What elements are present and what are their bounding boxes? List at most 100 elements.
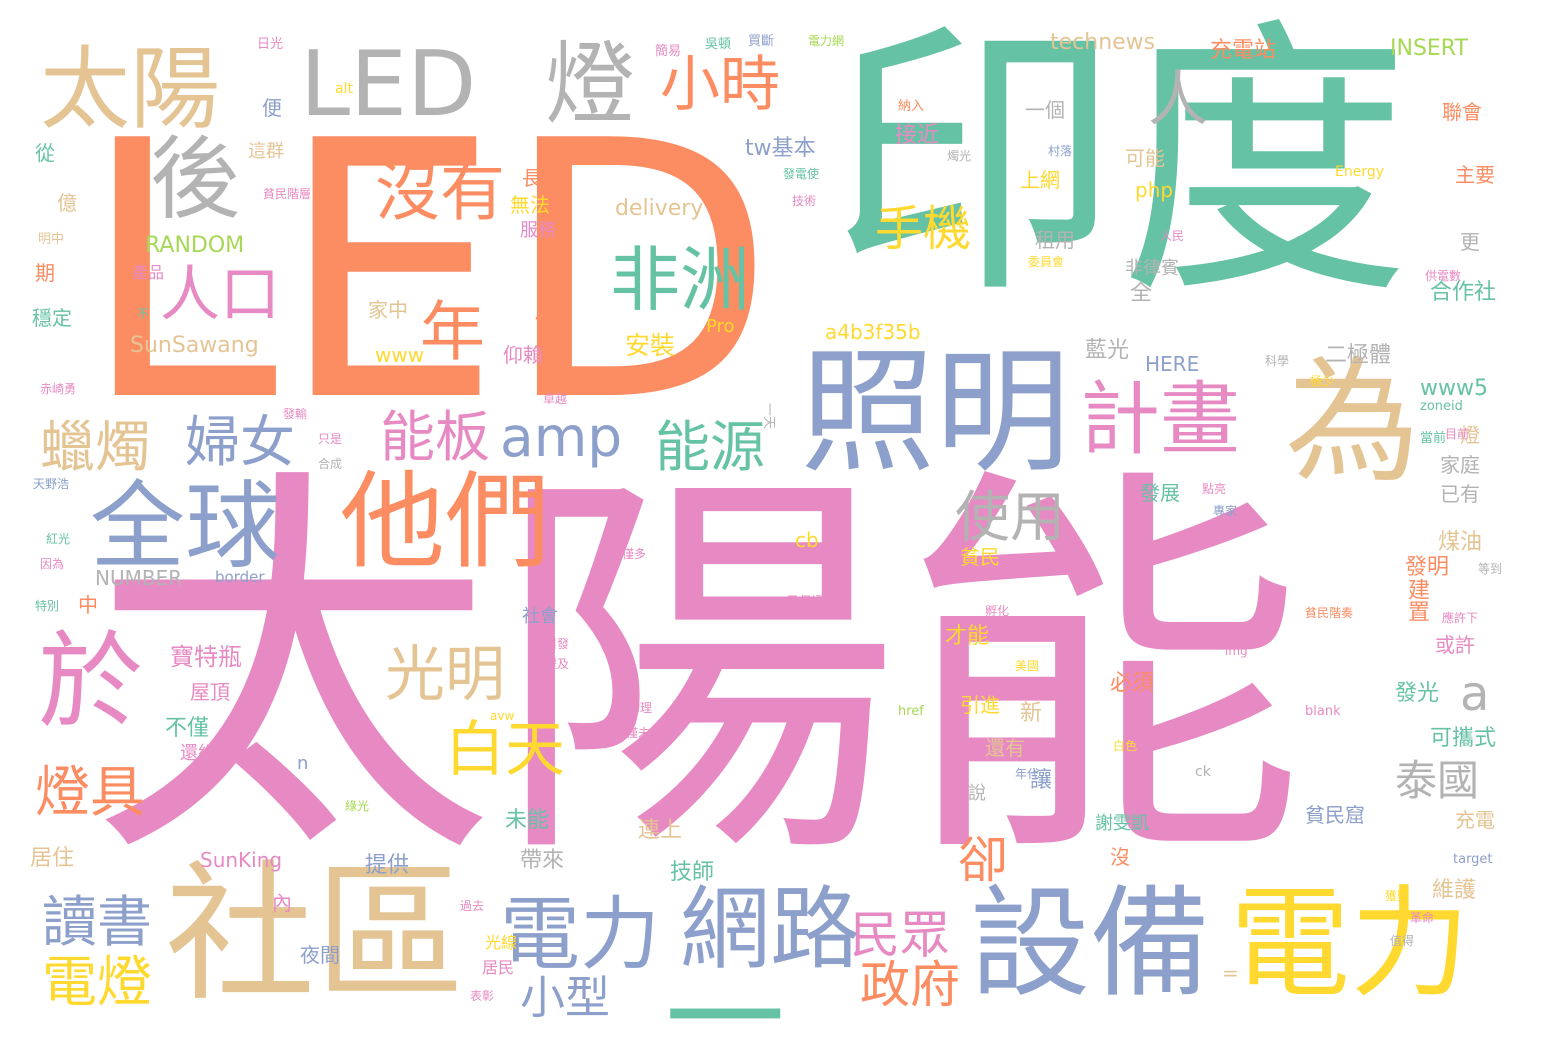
word: 才能 <box>945 624 990 649</box>
word: 燈 <box>1460 423 1480 447</box>
word: LED <box>300 32 477 137</box>
word: 電力網 <box>808 34 845 48</box>
word: 技術 <box>792 194 817 208</box>
word: 明中 <box>38 232 65 247</box>
word: 更 <box>1460 230 1480 254</box>
word: 燈 <box>545 32 635 137</box>
word: 居民 <box>482 958 515 977</box>
word: 沒 <box>1110 845 1130 869</box>
word: 發輸 <box>283 407 308 421</box>
word: 手機 <box>875 201 972 257</box>
word: delivery <box>615 196 704 221</box>
word: 使用 <box>955 485 1066 549</box>
word: 獲獎 <box>1385 889 1410 903</box>
word: 中 <box>78 593 98 617</box>
word: 安裝 <box>625 331 676 360</box>
word: 蠟燭 <box>40 415 151 479</box>
word: 能板 <box>380 405 491 469</box>
word: 委員會 <box>1028 255 1065 269</box>
word: amp <box>500 405 623 469</box>
word: 仍 <box>535 308 555 332</box>
word: 新 <box>1020 701 1043 726</box>
word: 便 <box>262 96 282 120</box>
word: 主要 <box>1455 163 1495 187</box>
word: 卻 <box>958 831 1008 889</box>
word: 政府 <box>860 956 960 1014</box>
word: 還組 <box>180 743 216 764</box>
word: 表彰 <box>470 989 495 1003</box>
word: 革命 <box>1410 911 1435 925</box>
word: 網路 <box>680 877 860 982</box>
word: 貧民窟 <box>1305 803 1365 827</box>
word: 一 <box>665 950 785 1052</box>
word: 白天 <box>445 715 565 785</box>
word: 維護 <box>1432 878 1477 903</box>
word: a <box>1460 666 1490 722</box>
word: 民眾 <box>850 906 950 964</box>
word: 內 <box>272 891 292 915</box>
word: 產品 <box>132 263 165 282</box>
word: 合成 <box>318 457 343 471</box>
word: 發展 <box>1140 481 1180 505</box>
word: zoneid <box>1420 399 1463 414</box>
word: 穩定 <box>32 306 72 330</box>
word: 家庭 <box>1440 453 1480 477</box>
word: n <box>297 753 309 774</box>
word: 美國 <box>1015 659 1040 673</box>
word: 物理 <box>628 701 653 715</box>
word: 二極體 <box>1325 343 1392 368</box>
word: 小型 <box>520 971 611 1024</box>
word: alt <box>335 81 353 97</box>
word: 合作社 <box>1430 280 1497 305</box>
word: avw <box>490 709 515 723</box>
word: 買斷 <box>748 34 775 49</box>
word: 發明 <box>1405 555 1450 580</box>
word: 全 <box>1130 281 1153 306</box>
word: 上網 <box>1020 168 1060 192</box>
word: 非洲 <box>610 239 750 321</box>
word: 人 <box>1148 65 1208 135</box>
word: cb <box>795 528 819 552</box>
word: 設備 <box>970 875 1210 1014</box>
word: 家中 <box>368 298 408 322</box>
word: 吳頓 <box>705 37 732 52</box>
word: border <box>215 568 265 586</box>
word: 發光 <box>1395 681 1440 706</box>
word: 一天 <box>761 403 776 430</box>
word: NUMBER <box>95 566 183 590</box>
word: 等到 <box>1478 562 1503 576</box>
word: 泰國 <box>1395 756 1480 805</box>
word: SunSawang <box>130 333 259 358</box>
word: 計畫 <box>1080 373 1240 466</box>
word: 貧民階層 <box>263 187 312 201</box>
word: 引進 <box>960 693 1000 717</box>
word: 人口 <box>160 260 280 330</box>
word: a4b3f35b <box>825 320 921 344</box>
word: 白色 <box>1113 739 1138 753</box>
word: 租用 <box>1035 228 1075 252</box>
word: 應許下 <box>1442 611 1479 625</box>
word: 後 <box>150 127 240 232</box>
word: 年 <box>420 295 486 370</box>
word: 卓越 <box>543 392 568 406</box>
word: ck <box>1195 764 1211 780</box>
word: 引發 <box>545 637 570 651</box>
word: 服務 <box>520 220 556 241</box>
word: 不僅 <box>165 716 210 741</box>
word: 目前 <box>1445 427 1470 441</box>
word: 謝雯凱 <box>1095 813 1149 834</box>
word: 可能 <box>1125 146 1165 170</box>
word: 未能 <box>505 808 550 833</box>
word: 沒有 <box>375 155 506 230</box>
word: 電燈 <box>42 950 153 1014</box>
word: 提及 <box>545 657 570 671</box>
word: 非律賓 <box>1125 258 1179 279</box>
word: 這群 <box>248 141 284 162</box>
word: Pro <box>706 316 735 337</box>
word: 接近 <box>895 123 940 148</box>
word: 全球 <box>90 472 281 582</box>
word: 帶來 <box>520 848 565 873</box>
word: 綠光 <box>345 799 370 813</box>
word: 居住 <box>30 846 75 871</box>
